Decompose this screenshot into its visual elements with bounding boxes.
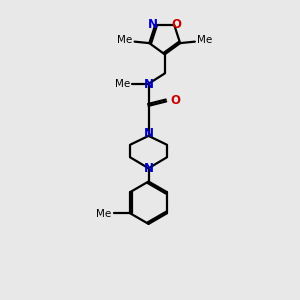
Text: N: N <box>143 127 154 140</box>
Text: O: O <box>172 18 182 31</box>
Text: Me: Me <box>115 79 130 89</box>
Text: N: N <box>143 78 154 91</box>
Text: Me: Me <box>117 35 132 46</box>
Text: Me: Me <box>197 35 212 46</box>
Text: N: N <box>143 162 154 175</box>
Text: Me: Me <box>96 209 112 219</box>
Text: O: O <box>171 94 181 107</box>
Text: N: N <box>148 18 158 31</box>
